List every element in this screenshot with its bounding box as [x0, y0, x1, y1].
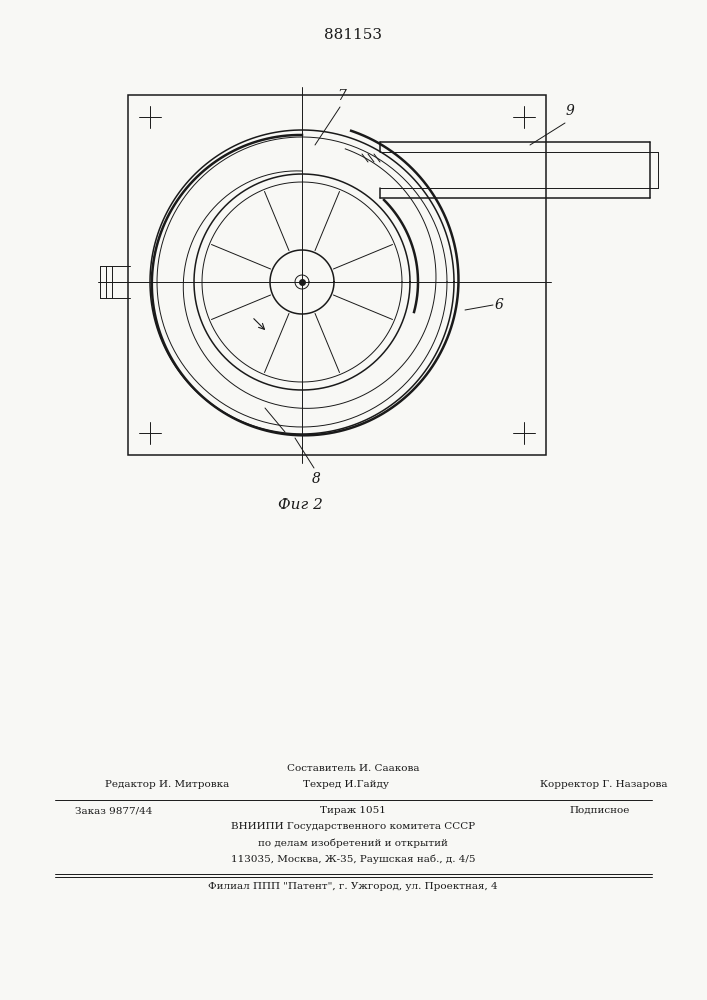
Text: Составитель И. Саакова: Составитель И. Саакова [287, 764, 419, 773]
Text: 8: 8 [312, 472, 320, 486]
Text: 7: 7 [337, 89, 346, 103]
Text: Филиал ППП "Патент", г. Ужгород, ул. Проектная, 4: Филиал ППП "Патент", г. Ужгород, ул. Про… [208, 882, 498, 891]
Text: 6: 6 [495, 298, 504, 312]
Text: 9: 9 [566, 104, 574, 118]
Text: ВНИИПИ Государственного комитета СССР: ВНИИПИ Государственного комитета СССР [231, 822, 475, 831]
Text: Подписное: Подписное [570, 806, 630, 815]
Text: Фиг 2: Фиг 2 [278, 498, 322, 512]
Text: Тираж 1051: Тираж 1051 [320, 806, 386, 815]
Text: Редактор И. Митровка: Редактор И. Митровка [105, 780, 229, 789]
Text: Техред И.Гайду: Техред И.Гайду [303, 780, 389, 789]
Text: 113035, Москва, Ж-35, Раушская наб., д. 4/5: 113035, Москва, Ж-35, Раушская наб., д. … [230, 854, 475, 863]
Text: Корректор Г. Назарова: Корректор Г. Назарова [540, 780, 667, 789]
Text: Заказ 9877/44: Заказ 9877/44 [75, 806, 153, 815]
Text: 881153: 881153 [324, 28, 382, 42]
Text: по делам изобретений и открытий: по делам изобретений и открытий [258, 838, 448, 848]
